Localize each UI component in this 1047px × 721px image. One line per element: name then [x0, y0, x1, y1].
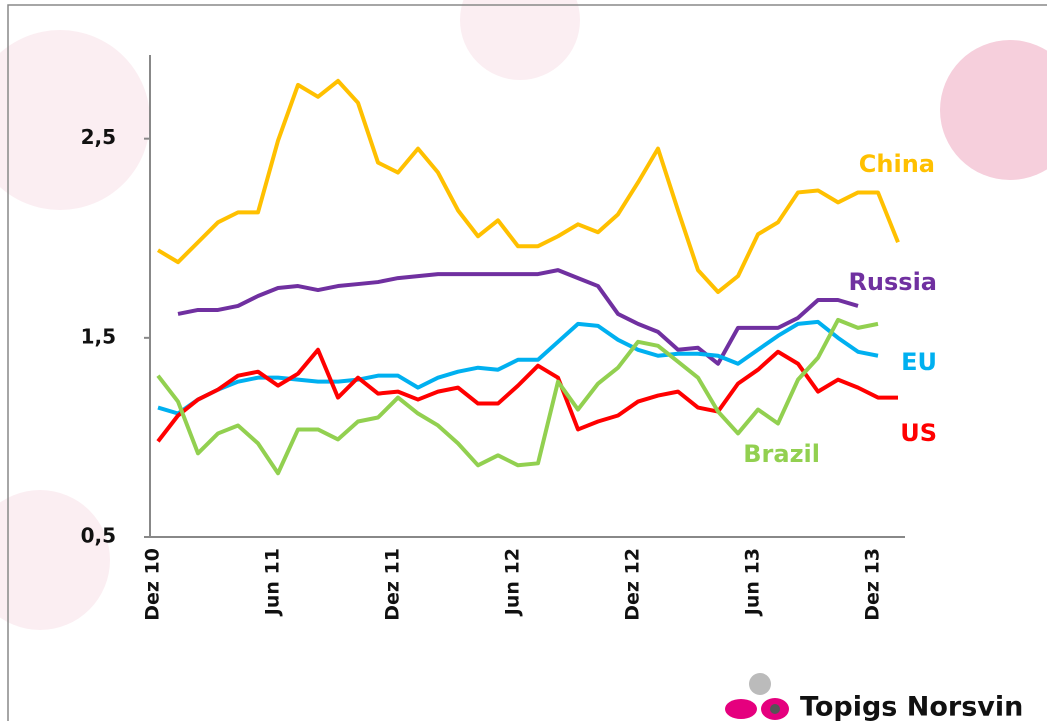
series-label: Russia [848, 268, 937, 296]
decor [0, 30, 150, 210]
series-label: EU [901, 348, 937, 376]
x-tick-label: Jun 13 [742, 548, 764, 617]
series-label: China [859, 150, 935, 178]
decor [0, 490, 110, 630]
y-tick-label: 1,5 [81, 324, 116, 348]
series-line [156, 347, 898, 443]
decor [940, 40, 1047, 180]
x-tick-label: Dez 11 [382, 548, 404, 621]
logo-dot [770, 704, 780, 714]
decor [460, 0, 580, 80]
background-decor [0, 0, 1047, 630]
y-tick-label: 0,5 [81, 524, 116, 548]
logo: Topigs Norsvin [725, 673, 1023, 721]
brand-name: Topigs Norsvin [800, 692, 1023, 721]
x-tick-label: Dez 13 [862, 548, 884, 621]
frame [7, 4, 1047, 721]
y-tick-label: 2,5 [81, 125, 116, 149]
series-label: Brazil [743, 440, 820, 468]
series-line [156, 78, 900, 295]
x-tick-label: Dez 12 [622, 548, 644, 621]
x-tick-label: Dez 10 [142, 548, 164, 621]
series-label: US [900, 419, 937, 447]
plot: 0,5 1,5 2,5 Dez 10 Jun 11 Dez 11 Jun 12 Dez 12 J… [81, 78, 937, 621]
logo-dot [749, 673, 771, 695]
x-tick-label: Jun 12 [502, 548, 524, 617]
series-line [156, 317, 879, 476]
series-line [177, 268, 859, 366]
logo-shape [725, 699, 757, 719]
series-line [157, 319, 879, 416]
x-tick-label: Jun 11 [262, 548, 284, 617]
